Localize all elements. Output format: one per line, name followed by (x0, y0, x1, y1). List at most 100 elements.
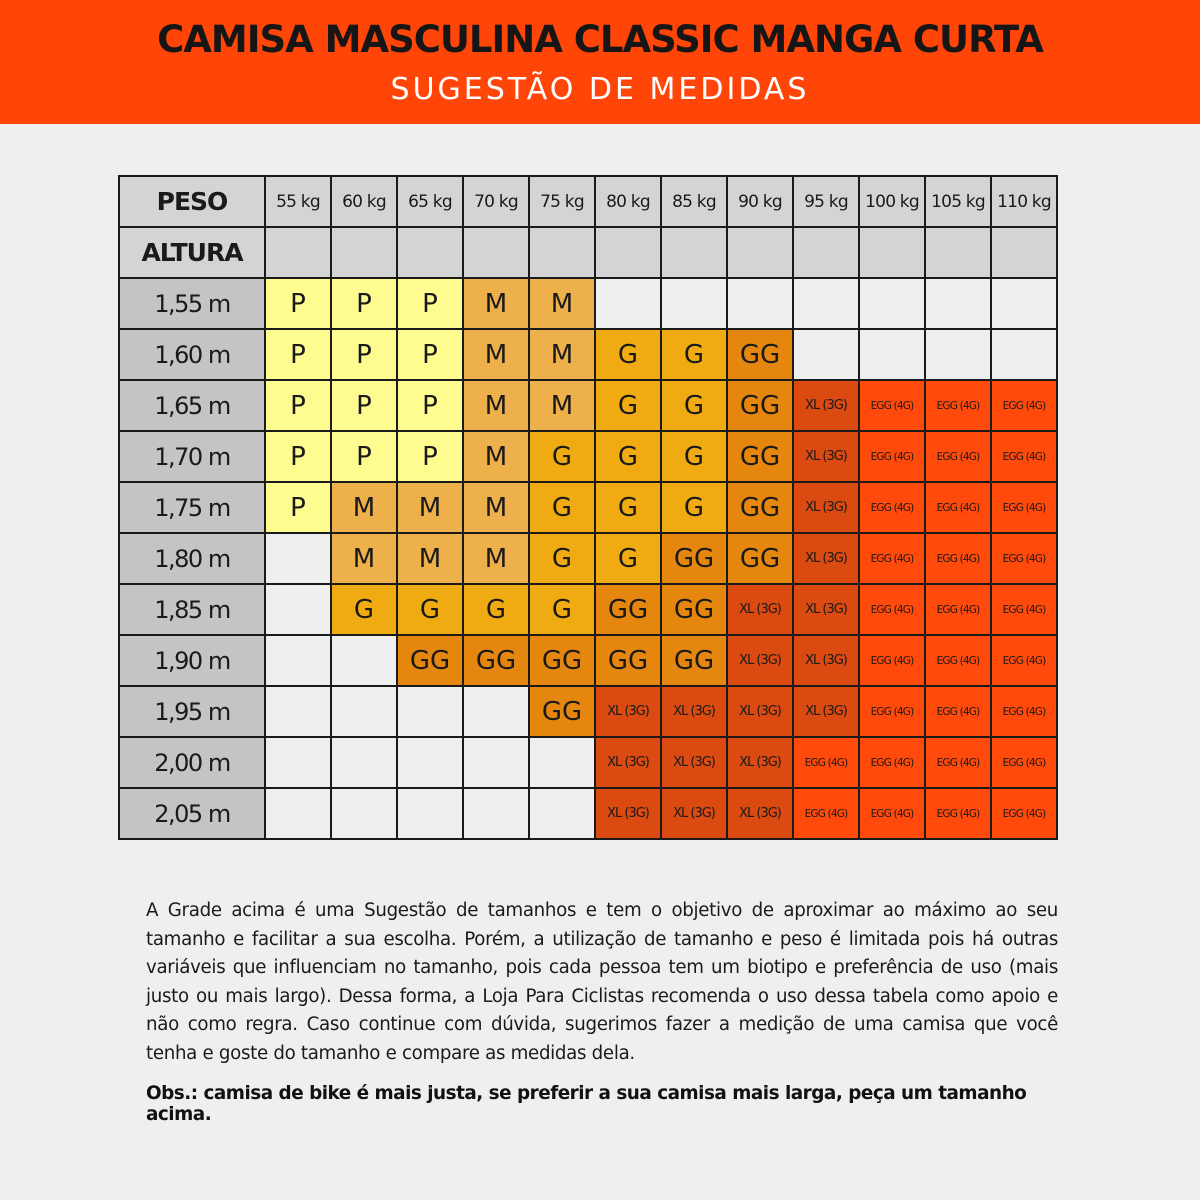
size-cell (264, 787, 332, 840)
size-cell: M (528, 277, 596, 330)
table-row: 2,05 m XL (3G) XL (3G) XL (3G) EGG (4G) EGG (… (118, 787, 1058, 840)
size-cell: M (330, 532, 398, 585)
size-cell (726, 277, 794, 330)
weight-header-cell: 110 kg (990, 175, 1058, 228)
header-banner: CAMISA MASCULINA CLASSIC MANGA CURTA SUG… (0, 0, 1200, 124)
observation-text: Obs.: camisa de bike é mais justa, se pr… (146, 1083, 1027, 1125)
table-row: 1,65 m P P P M M G G GG XL (3G) EGG (4G) EGG (4G) EG… (118, 379, 1058, 432)
size-cell: EGG (4G) (858, 634, 926, 687)
size-cell: EGG (4G) (858, 430, 926, 483)
size-cell: M (462, 328, 530, 381)
size-cell: EGG (4G) (990, 532, 1058, 585)
size-cell: GG (462, 634, 530, 687)
size-cell: GG (660, 532, 728, 585)
weight-header-cell: 95 kg (792, 175, 860, 228)
size-cell (462, 685, 530, 738)
size-chart-table: PESO 55 kg 60 kg 65 kg 70 kg 75 kg 80 kg 85 kg 9… (118, 175, 1058, 840)
size-cell: EGG (4G) (924, 583, 992, 636)
weight-header-cell: 85 kg (660, 175, 728, 228)
size-cell: G (594, 430, 662, 483)
size-cell: EGG (4G) (924, 685, 992, 738)
size-cell: M (396, 481, 464, 534)
size-cell: XL (3G) (792, 685, 860, 738)
size-cell: P (264, 430, 332, 483)
weight-header-cell: 60 kg (330, 175, 398, 228)
size-cell: P (330, 379, 398, 432)
height-label: ALTURA (118, 226, 266, 279)
size-cell: XL (3G) (792, 532, 860, 585)
size-cell: EGG (4G) (990, 379, 1058, 432)
size-cell (264, 532, 332, 585)
size-cell: GG (528, 685, 596, 738)
size-cell: M (462, 379, 530, 432)
table-row: 1,85 m G G G G GG GG XL (3G) XL (3G) EGG (4G) EGG … (118, 583, 1058, 636)
size-cell: XL (3G) (792, 583, 860, 636)
size-cell: GG (726, 328, 794, 381)
size-cell (594, 277, 662, 330)
size-cell: EGG (4G) (924, 430, 992, 483)
disclaimer-text: A Grade acima é uma Sugestão de tamanhos… (146, 900, 1058, 1064)
size-cell: P (264, 277, 332, 330)
size-cell: P (330, 328, 398, 381)
size-cell: M (330, 481, 398, 534)
height-cell: 1,65 m (118, 379, 266, 432)
weight-header-cell: 70 kg (462, 175, 530, 228)
size-cell: G (594, 379, 662, 432)
empty-header-cell (330, 226, 398, 279)
height-cell: 1,85 m (118, 583, 266, 636)
size-cell: G (528, 583, 596, 636)
size-cell (990, 277, 1058, 330)
size-cell: M (528, 328, 596, 381)
size-cell (924, 277, 992, 330)
size-cell: G (594, 532, 662, 585)
size-cell (462, 787, 530, 840)
size-cell: P (396, 430, 464, 483)
height-cell: 1,55 m (118, 277, 266, 330)
size-cell (264, 583, 332, 636)
size-cell: GG (528, 634, 596, 687)
weight-header-row: PESO 55 kg 60 kg 65 kg 70 kg 75 kg 80 kg 85 kg 9… (118, 175, 1058, 228)
weight-header-cell: 65 kg (396, 175, 464, 228)
size-cell: EGG (4G) (924, 736, 992, 789)
size-cell: EGG (4G) (990, 430, 1058, 483)
weight-header-cell: 80 kg (594, 175, 662, 228)
size-cell (264, 685, 332, 738)
size-cell (396, 787, 464, 840)
size-cell: G (660, 379, 728, 432)
size-cell (396, 685, 464, 738)
size-cell: XL (3G) (726, 634, 794, 687)
size-cell: G (528, 481, 596, 534)
size-cell: GG (396, 634, 464, 687)
size-cell (396, 736, 464, 789)
size-cell: G (660, 430, 728, 483)
size-cell: G (528, 532, 596, 585)
size-cell: P (264, 481, 332, 534)
empty-header-cell (792, 226, 860, 279)
size-cell: EGG (4G) (858, 532, 926, 585)
height-cell: 1,60 m (118, 328, 266, 381)
size-cell: P (264, 379, 332, 432)
size-cell: EGG (4G) (858, 736, 926, 789)
size-cell (462, 736, 530, 789)
size-cell: XL (3G) (660, 787, 728, 840)
size-cell: EGG (4G) (858, 379, 926, 432)
size-cell: EGG (4G) (990, 634, 1058, 687)
size-cell: EGG (4G) (924, 532, 992, 585)
size-cell (858, 277, 926, 330)
empty-header-cell (594, 226, 662, 279)
table-row: 2,00 m XL (3G) XL (3G) XL (3G) EGG (4G) EGG (… (118, 736, 1058, 789)
size-cell: XL (3G) (726, 685, 794, 738)
table-row: 1,60 m P P P M M G G GG (118, 328, 1058, 381)
size-cell: EGG (4G) (858, 583, 926, 636)
empty-header-cell (660, 226, 728, 279)
size-cell: EGG (4G) (990, 685, 1058, 738)
size-cell: GG (726, 532, 794, 585)
size-cell (264, 634, 332, 687)
size-cell: XL (3G) (594, 736, 662, 789)
weight-header-cell: 90 kg (726, 175, 794, 228)
size-cell: EGG (4G) (924, 787, 992, 840)
empty-header-cell (726, 226, 794, 279)
size-cell: EGG (4G) (858, 787, 926, 840)
page-title: CAMISA MASCULINA CLASSIC MANGA CURTA (157, 18, 1044, 61)
